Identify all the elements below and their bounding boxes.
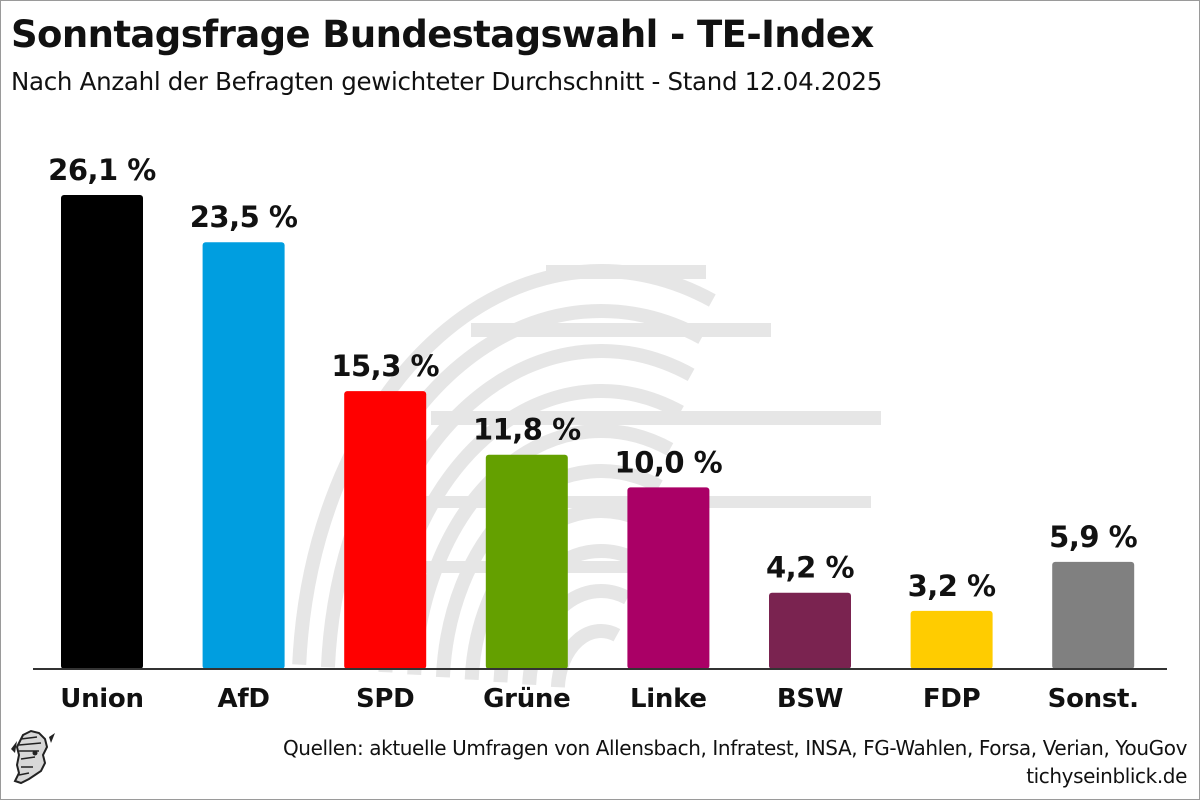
value-label: 10,0 % <box>615 445 723 479</box>
watermark-band <box>431 411 881 425</box>
hermes-head-logo-icon <box>9 729 59 793</box>
value-labels: 26,1 % 23,5 % 15,3 % 11,8 % 10,0 % 4,2 % 3,2 %… <box>48 153 1138 603</box>
bar-spd <box>344 391 427 669</box>
sources-text: Quellen: aktuelle Umfragen von Allensbac… <box>282 736 1187 760</box>
value-label: 5,9 % <box>1049 520 1137 554</box>
value-label: 4,2 % <box>766 551 854 585</box>
value-label: 23,5 % <box>190 200 298 234</box>
chart-subtitle: Nach Anzahl der Befragten gewichteter Du… <box>11 67 882 96</box>
bar-series <box>61 195 1135 669</box>
category-labels: Union AfD SPD Grüne Linke BSW FDP Sonst. <box>60 684 1139 714</box>
sources-note: Quellen: aktuelle Umfragen von Allensbac… <box>283 734 1187 790</box>
category-label: Grüne <box>483 684 570 714</box>
category-label: Linke <box>630 684 707 714</box>
bar-linke <box>627 487 710 669</box>
bar-union <box>61 195 143 669</box>
bar-sonst <box>1052 561 1135 669</box>
value-label: 15,3 % <box>331 349 439 383</box>
bar-fdp <box>910 610 993 669</box>
value-label: 11,8 % <box>473 413 581 447</box>
watermark-arc <box>550 624 621 688</box>
value-label: 3,2 % <box>908 569 996 603</box>
bar-afd <box>202 242 285 669</box>
category-label: SPD <box>356 684 414 714</box>
bar-grüne <box>485 454 568 669</box>
watermark-band <box>546 265 706 279</box>
watermark-arc <box>320 304 706 668</box>
category-label: AfD <box>218 684 270 714</box>
category-label: BSW <box>777 684 843 714</box>
site-credit: tichyseinblick.de <box>1026 764 1187 788</box>
category-label: Sonst. <box>1048 684 1139 714</box>
category-label: FDP <box>923 684 981 714</box>
bar-bsw <box>769 592 851 669</box>
category-label: Union <box>60 684 143 714</box>
chart-title: Sonntagsfrage Bundestagswahl - TE-Index <box>11 13 874 56</box>
value-label: 26,1 % <box>48 153 156 187</box>
watermark-band <box>471 323 771 337</box>
